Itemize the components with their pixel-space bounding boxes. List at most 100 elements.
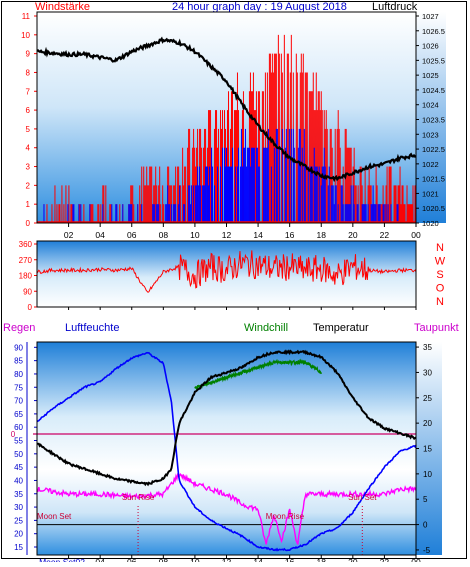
x-tick-label: 06	[127, 230, 137, 240]
x-tick-label: 18	[317, 230, 327, 240]
pressure-tick-label: 1023	[422, 130, 439, 139]
pressure-tick-label: 1021	[422, 189, 439, 198]
humidity-tick-label: 40	[14, 476, 23, 485]
wind-tick-label: 8	[26, 68, 31, 77]
windchill-label: Windchill	[244, 322, 288, 334]
x-tick-label: 12	[222, 230, 232, 240]
pressure-tick-label: 1022	[422, 160, 439, 169]
chart-marks	[26, 11, 419, 559]
sun-rise-label: Sun Rise	[122, 493, 155, 502]
wind-tick-label: 4	[26, 144, 31, 153]
direction-compass-label: S	[436, 269, 443, 281]
humidity-tick-label: 35	[14, 490, 23, 499]
pressure-tick-label: 1022.5	[422, 145, 445, 154]
humidity-tick-label: 45	[14, 463, 23, 472]
temperature-tick-label: 5	[423, 495, 428, 504]
x-tick-label: 08	[159, 230, 169, 240]
humidity-tick-label: 60	[14, 423, 23, 432]
x-tick-label: 02	[64, 230, 74, 240]
direction-tick-label: 270	[19, 256, 33, 265]
humidity-tick-label: 70	[14, 397, 23, 406]
moon-rise-label: Moon Rise	[266, 512, 305, 521]
humidity-tick-label: 65	[14, 410, 23, 419]
direction-compass-label: W	[435, 256, 446, 268]
temperature-plot-border	[36, 341, 417, 556]
graph-frame	[1, 1, 467, 559]
temperature-axis-band	[416, 342, 442, 555]
temperature-tick-label: 30	[423, 368, 432, 377]
humidity-line	[36, 351, 417, 552]
pressure-tick-label: 1023.5	[422, 116, 445, 125]
x-tick-label: 22	[380, 230, 390, 240]
x-tick-label: 14	[253, 230, 263, 240]
humidity-tick-label: 15	[14, 543, 23, 552]
pressure-tick-label: 1026	[422, 42, 439, 51]
pressure-tick-label: 1026.5	[422, 27, 445, 36]
x-tick-label: 16	[285, 230, 295, 240]
humidity-tick-label: 25	[14, 516, 23, 525]
wind-tick-label: 6	[26, 106, 31, 115]
sun-set-label: Sun Set	[348, 493, 377, 502]
temperature-label: Temperatur	[313, 322, 369, 334]
rain-zero-marker: 0	[11, 430, 16, 439]
direction-tick-label: 360	[19, 240, 33, 249]
wind-plot-border	[36, 11, 417, 224]
direction-compass-label: N	[436, 242, 444, 254]
wind-axis-title: Windstärke	[35, 1, 90, 13]
x-tick-label: 20	[348, 230, 358, 240]
temperature-tick-label: 10	[423, 470, 432, 479]
pressure-tick-label: 1024	[422, 101, 439, 110]
humidity-label: Luftfeuchte	[65, 322, 119, 334]
pressure-axis-band	[416, 12, 446, 223]
x-tick-label: 00	[411, 230, 421, 240]
wind-tick-label: 2	[26, 181, 31, 190]
pressure-axis-title: Luftdruck	[372, 1, 418, 13]
direction-tick-label: 0	[28, 303, 33, 312]
direction-compass-label: O	[436, 283, 445, 295]
direction-tick-label: 180	[19, 272, 33, 281]
pressure-tick-label: 1025	[422, 71, 439, 80]
wind-tick-label: 11	[22, 12, 31, 21]
wind-tick-label: 10	[21, 31, 30, 40]
windchill-line	[194, 358, 322, 391]
humidity-tick-label: 80	[14, 370, 23, 379]
x-tick-label: 04	[95, 230, 105, 240]
dewpoint-line	[36, 473, 417, 545]
temperature-tick-label: 25	[423, 394, 432, 403]
x-tick-label: 10	[190, 230, 200, 240]
wind-tick-label: 3	[26, 163, 31, 172]
temperature-tick-label: -5	[423, 546, 431, 555]
humidity-tick-label: 90	[14, 343, 23, 352]
pressure-tick-label: 1021.5	[422, 175, 445, 184]
wind-tick-label: 5	[26, 125, 31, 134]
temperature-tick-label: 20	[423, 419, 432, 428]
pressure-tick-label: 1020	[422, 219, 439, 228]
pressure-tick-label: 1020.5	[422, 204, 445, 213]
humidity-tick-label: 55	[14, 437, 23, 446]
wind-tick-label: 1	[26, 200, 31, 209]
pressure-tick-label: 1024.5	[422, 86, 445, 95]
temperature-tick-label: 35	[423, 343, 432, 352]
temperature-line	[36, 349, 417, 487]
wind-tick-label: 0	[26, 219, 31, 228]
dewpoint-label: Taupunkt	[414, 322, 459, 334]
pressure-tick-label: 1027	[422, 12, 439, 21]
rain-label: Regen	[3, 322, 35, 334]
wind-tick-label: 9	[26, 50, 31, 59]
humidity-tick-label: 75	[14, 383, 23, 392]
temperature-tick-label: 15	[423, 445, 432, 454]
humidity-tick-label: 20	[14, 530, 23, 539]
pressure-tick-label: 1025.5	[422, 56, 445, 65]
moon-set-label: Moon Set	[37, 512, 72, 521]
wind-tick-label: 7	[26, 87, 31, 96]
humidity-tick-label: 30	[14, 503, 23, 512]
pressure-line	[36, 36, 417, 183]
direction-plot-area	[37, 241, 416, 307]
humidity-tick-label: 85	[14, 357, 23, 366]
graph-title: 24 hour graph day : 19 August 2018	[172, 1, 347, 13]
temperature-tick-label: 0	[423, 521, 428, 530]
wind-direction-line	[36, 250, 417, 293]
humidity-tick-label: 50	[14, 450, 23, 459]
